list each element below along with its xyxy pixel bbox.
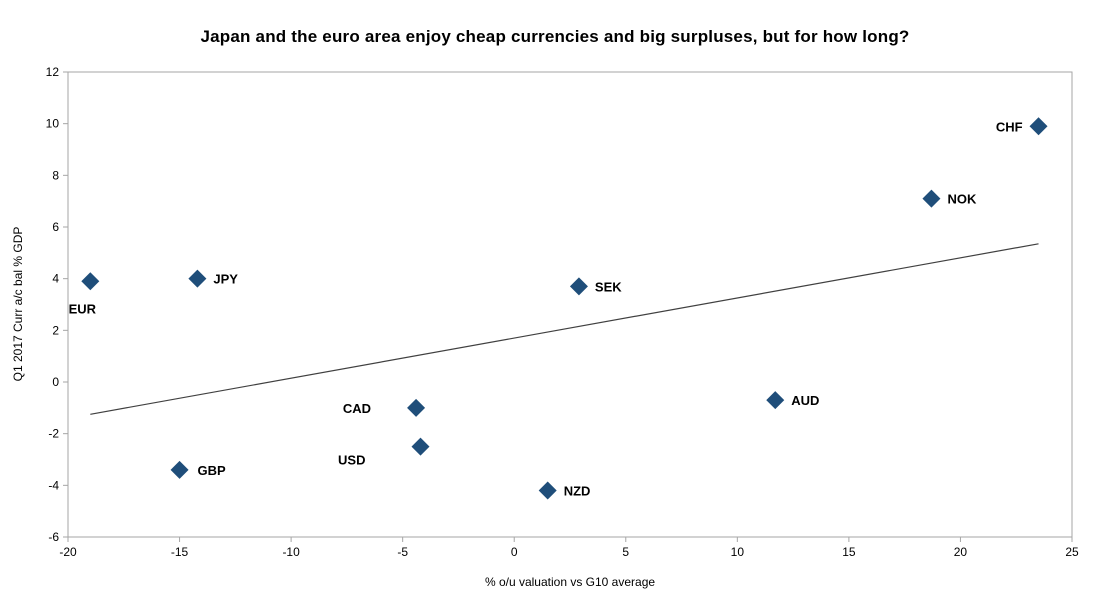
y-axis-title: Q1 2017 Curr a/c bal % GDP [11, 227, 25, 382]
x-axis-tick-label: -20 [59, 545, 77, 559]
data-point-label-aud: AUD [791, 393, 819, 408]
x-axis-title: % o/u valuation vs G10 average [485, 575, 655, 589]
x-axis-tick-label: 20 [954, 545, 968, 559]
data-point-label-chf: CHF [996, 119, 1023, 134]
data-point-label-sek: SEK [595, 279, 622, 294]
data-point-marker-gbp [170, 460, 189, 479]
y-axis-tick-label: -6 [48, 530, 59, 544]
data-point-marker-sek [569, 277, 588, 296]
data-point-label-jpy: JPY [213, 272, 238, 287]
y-axis-tick-label: 4 [52, 272, 59, 286]
data-point-marker-usd [411, 437, 430, 456]
x-axis-tick-label: -15 [171, 545, 189, 559]
y-axis-tick-label: -4 [48, 478, 59, 492]
y-axis-tick-label: 12 [46, 65, 60, 79]
y-axis-tick-label: 6 [52, 220, 59, 234]
data-point-marker-chf [1029, 117, 1048, 136]
data-point-label-usd: USD [338, 453, 365, 468]
data-point-label-cad: CAD [343, 401, 371, 416]
x-axis-tick-label: 5 [622, 545, 629, 559]
data-point-marker-nzd [538, 481, 557, 500]
plot-layers: -20 -15 -10 -5 0 5 10 15 20 25-6-4-2024681012EURJ… [46, 65, 1079, 559]
y-axis-tick-label: 2 [52, 323, 59, 337]
x-axis-tick-label: 25 [1065, 545, 1079, 559]
data-point-label-nzd: NZD [564, 484, 591, 499]
y-axis-tick-label: 10 [46, 117, 60, 131]
chart-title: Japan and the euro area enjoy cheap curr… [200, 27, 909, 46]
data-point-marker-eur [81, 272, 100, 291]
data-point-marker-aud [766, 391, 785, 410]
x-axis-tick-label: -5 [397, 545, 408, 559]
data-point-marker-jpy [188, 269, 207, 288]
data-point-marker-nok [922, 189, 941, 208]
x-axis-tick-label: 0 [511, 545, 518, 559]
x-axis-tick-label: -10 [282, 545, 300, 559]
plot-area [67, 71, 1073, 538]
data-point-label-nok: NOK [947, 192, 977, 207]
y-axis-tick-label: -2 [48, 427, 59, 441]
data-point-marker-cad [407, 398, 426, 417]
data-point-label-gbp: GBP [198, 463, 227, 478]
data-point-label-eur: EUR [69, 301, 97, 316]
x-axis-tick-label: 10 [731, 545, 745, 559]
y-axis-tick-label: 0 [52, 375, 59, 389]
trend-line [90, 243, 1039, 415]
x-axis-tick-label: 15 [842, 545, 856, 559]
y-axis-tick-label: 8 [52, 168, 59, 182]
